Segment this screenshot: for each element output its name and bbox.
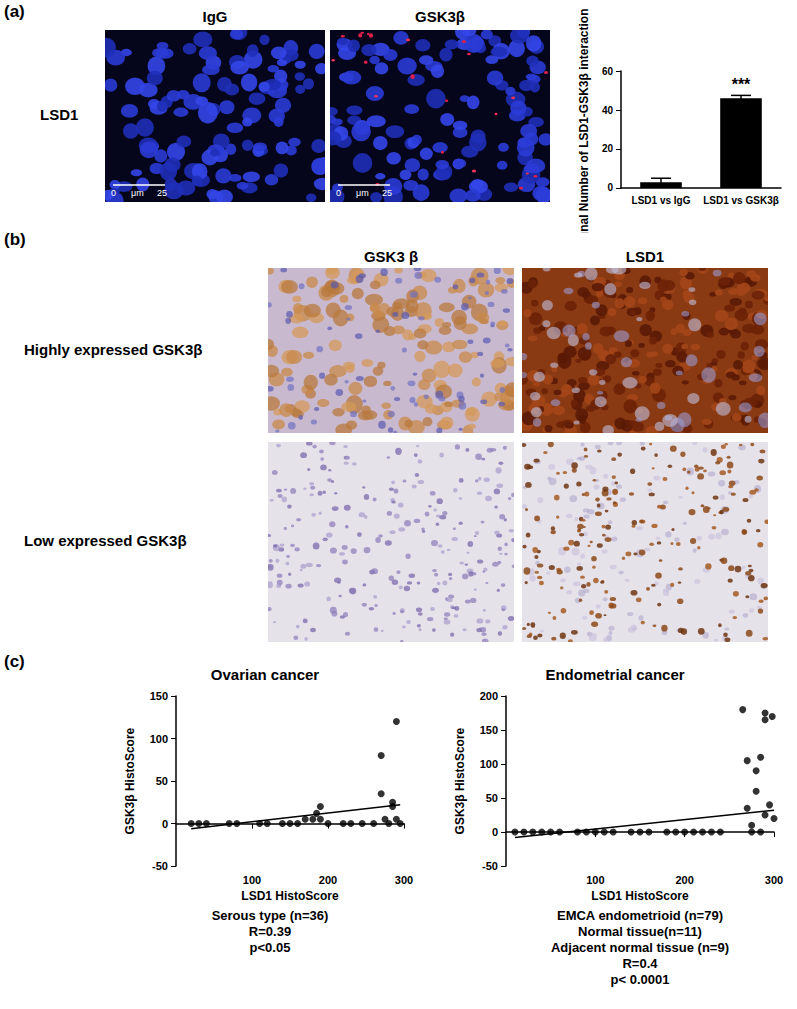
svg-text:LSD1 vs GSK3β: LSD1 vs GSK3β (703, 195, 779, 206)
svg-text:Ovarian cancer: Ovarian cancer (211, 666, 320, 683)
svg-text:LSD1 HistoScore: LSD1 HistoScore (591, 889, 689, 903)
svg-text:0: 0 (111, 188, 116, 198)
svg-text:-50: -50 (482, 860, 498, 872)
html-text:EMCA endometrioid (n=79): EMCA endometrioid (n=79) (557, 908, 723, 923)
svg-text:Signal Number of LSD1-GSK3β in: Signal Number of LSD1-GSK3β interaction (577, 8, 591, 233)
svg-text:25: 25 (157, 188, 167, 198)
svg-text:300: 300 (395, 874, 413, 886)
html-text:p< 0.0001: p< 0.0001 (610, 972, 670, 987)
svg-text:100: 100 (586, 874, 604, 886)
svg-text:50: 50 (156, 775, 168, 787)
svg-text:GSK3β HistoScore: GSK3β HistoScore (453, 727, 467, 834)
html-text:Normal tissue(n=11): Normal tissue(n=11) (578, 924, 702, 939)
svg-text:300: 300 (765, 874, 783, 886)
svg-text:25: 25 (382, 188, 392, 198)
html-text:R=0.39: R=0.39 (248, 924, 292, 939)
svg-text:100: 100 (480, 758, 498, 770)
svg-text:150: 150 (480, 724, 498, 736)
svg-text:LSD1 HistoScore: LSD1 HistoScore (241, 889, 339, 903)
svg-text:20: 20 (602, 143, 614, 154)
html-text:(c): (c) (4, 652, 25, 671)
html-text:GSK3β: GSK3β (415, 8, 465, 25)
svg-text:μm: μm (356, 188, 369, 198)
svg-text:-50: -50 (152, 860, 168, 872)
svg-text:Endometrial cancer: Endometrial cancer (545, 666, 684, 683)
svg-text:***: *** (732, 76, 751, 93)
html-text:Serous type (n=36): Serous type (n=36) (211, 908, 329, 923)
svg-text:0: 0 (336, 188, 341, 198)
html-text:Adjacent normal tissue (n=9): Adjacent normal tissue (n=9) (551, 940, 729, 955)
svg-text:GSK3β HistoScore: GSK3β HistoScore (123, 727, 137, 834)
html-text:Highly expressed GSK3β: Highly expressed GSK3β (24, 340, 203, 358)
html-text:IgG: IgG (202, 8, 228, 25)
svg-text:μm: μm (131, 188, 144, 198)
svg-text:200: 200 (675, 874, 693, 886)
html-text:Low expressed GSK3β: Low expressed GSK3β (24, 532, 187, 549)
html-text:R=0.4: R=0.4 (622, 956, 658, 971)
svg-text:200: 200 (319, 874, 337, 886)
svg-text:LSD1 vs IgG: LSD1 vs IgG (632, 195, 691, 206)
svg-text:100: 100 (150, 733, 168, 745)
html-text:(a): (a) (4, 2, 25, 21)
html-text:LSD1: LSD1 (625, 248, 665, 265)
html-text:p<0.05: p<0.05 (249, 940, 291, 955)
svg-text:50: 50 (486, 792, 498, 804)
svg-text:200: 200 (480, 690, 498, 702)
html-text:GSK3 β: GSK3 β (363, 248, 419, 265)
svg-text:40: 40 (602, 105, 614, 116)
svg-text:150: 150 (150, 690, 168, 702)
svg-text:0: 0 (607, 182, 613, 193)
svg-text:0: 0 (492, 826, 498, 838)
html-text:LSD1: LSD1 (40, 106, 79, 123)
svg-text:0: 0 (162, 818, 168, 830)
svg-text:60: 60 (602, 66, 614, 77)
svg-text:100: 100 (243, 874, 261, 886)
html-text:(b): (b) (4, 230, 26, 249)
